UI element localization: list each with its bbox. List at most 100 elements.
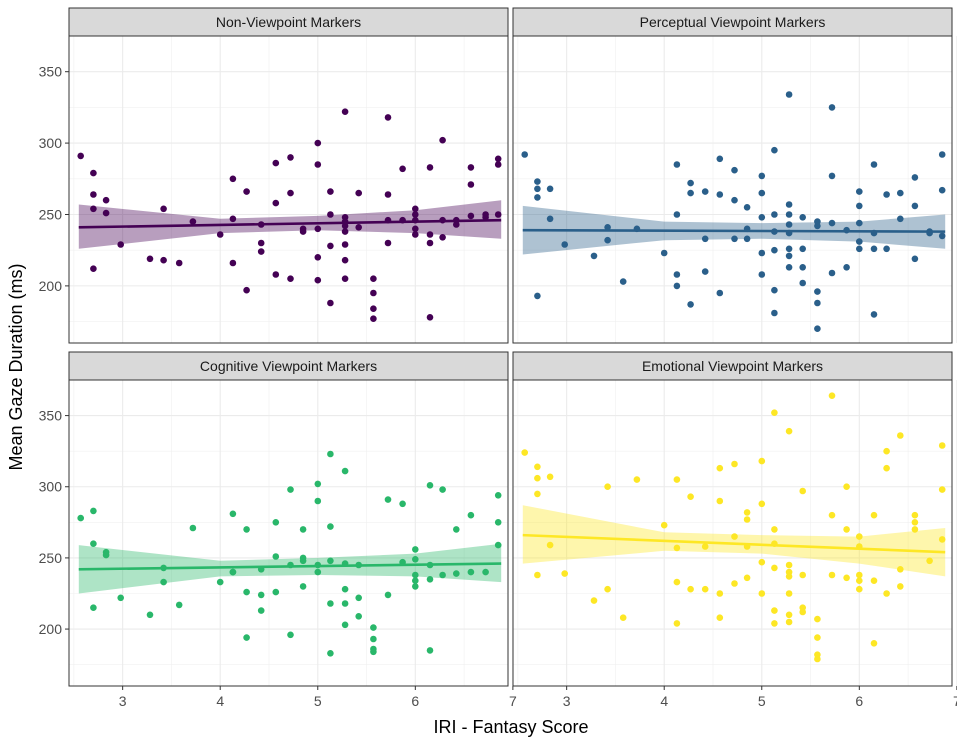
data-point [243, 526, 250, 533]
data-point [229, 510, 237, 518]
data-point [799, 214, 806, 221]
regression-line [78, 218, 502, 229]
data-point [229, 215, 237, 223]
y-tick-label: 350 [39, 64, 63, 80]
data-point [327, 242, 334, 250]
data-point [494, 519, 502, 526]
data-point [467, 568, 475, 576]
gridlines [69, 36, 514, 343]
data-point [758, 457, 766, 465]
facet-panel-3: Cognitive Viewpoint Markers [68, 351, 514, 687]
data-point [482, 214, 489, 221]
data-point [90, 507, 97, 515]
data-point [453, 570, 460, 577]
data-point [287, 189, 294, 197]
data-point [90, 604, 97, 611]
data-point [883, 590, 890, 597]
y-tick-label: 300 [39, 479, 63, 495]
confidence-band [78, 543, 502, 594]
data-point [229, 175, 237, 183]
data-point [716, 614, 724, 621]
data-point [370, 648, 377, 656]
data-point [604, 483, 611, 491]
data-point [731, 235, 738, 243]
data-point [785, 201, 793, 208]
data-point [327, 211, 334, 218]
data-point [843, 526, 850, 533]
data-point [814, 655, 821, 663]
data-point [341, 241, 349, 248]
data-point [327, 600, 334, 607]
data-point [660, 249, 668, 257]
data-point [370, 275, 377, 283]
data-point [814, 288, 821, 295]
data-point [701, 268, 709, 275]
data-point [828, 269, 836, 277]
data-point [90, 205, 97, 213]
panel-background [69, 36, 508, 343]
data-point [856, 533, 863, 540]
scatter-points [77, 108, 502, 323]
data-point [412, 231, 419, 238]
data-point [771, 409, 778, 417]
data-point [426, 482, 434, 489]
data-point [453, 221, 460, 228]
y-tick-label: 250 [39, 550, 63, 566]
data-point [534, 185, 541, 193]
data-point [938, 442, 946, 449]
data-point [355, 224, 363, 231]
data-point [938, 536, 946, 543]
data-point [856, 238, 863, 245]
x-tick-label: 6 [411, 693, 419, 709]
data-point [426, 231, 434, 238]
data-point [716, 497, 724, 505]
data-point [590, 597, 598, 604]
data-point [687, 585, 694, 593]
data-point [341, 600, 349, 607]
data-point [701, 585, 709, 593]
facet-panels: Non-Viewpoint Markers Perceptual Viewpoin… [68, 7, 957, 687]
data-point [426, 647, 434, 654]
data-point [604, 224, 611, 231]
panel-border [68, 35, 509, 344]
data-point [299, 557, 307, 565]
data-point [590, 252, 598, 260]
data-point [257, 248, 265, 255]
data-point [287, 631, 294, 639]
data-point [534, 178, 541, 185]
data-point [102, 551, 110, 559]
data-point [534, 463, 541, 471]
data-point [758, 172, 766, 180]
data-point [287, 154, 294, 161]
data-point [494, 541, 502, 549]
data-point [799, 608, 806, 616]
data-point [771, 146, 778, 154]
data-point [856, 188, 863, 195]
y-tick-label: 200 [39, 621, 63, 637]
data-point [160, 205, 167, 213]
regression-line [522, 228, 946, 233]
data-point [384, 239, 392, 247]
data-point [412, 571, 419, 579]
data-point [426, 314, 434, 321]
data-point [660, 521, 668, 529]
data-point [546, 541, 554, 549]
data-point [856, 219, 863, 227]
data-point [327, 188, 334, 195]
data-point [758, 214, 766, 221]
facet-strip [68, 351, 509, 381]
data-point [911, 519, 919, 526]
data-point [731, 196, 738, 204]
x-tick-label: 5 [314, 693, 322, 709]
data-point [229, 568, 237, 576]
data-point [716, 191, 724, 198]
data-point [673, 282, 681, 290]
data-point [90, 191, 97, 198]
data-point [771, 620, 778, 627]
data-point [370, 624, 377, 631]
data-point [426, 576, 434, 583]
data-point [758, 249, 766, 257]
data-point [370, 635, 377, 643]
data-point [870, 511, 878, 519]
data-point [561, 241, 568, 248]
